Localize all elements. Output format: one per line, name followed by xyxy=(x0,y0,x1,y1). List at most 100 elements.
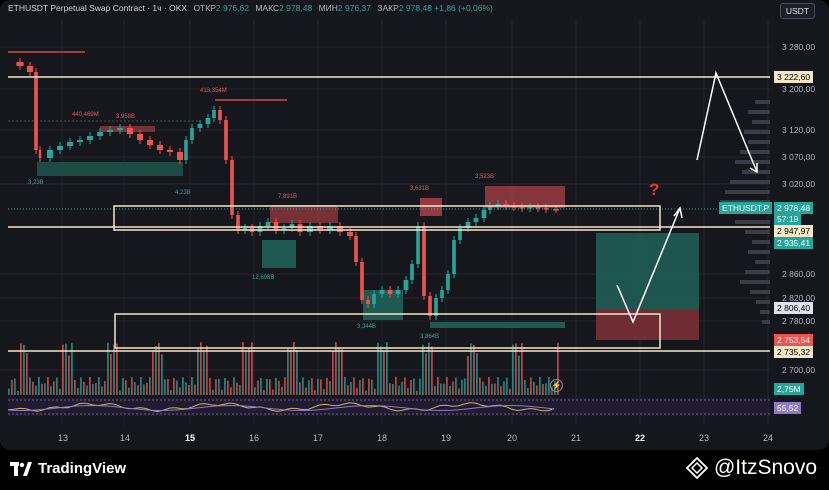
volume-bar xyxy=(194,384,196,395)
volume-bar xyxy=(530,377,532,395)
volume-bar xyxy=(299,382,301,395)
supply-zone-3 xyxy=(485,186,565,208)
close-value: 2 978,48 xyxy=(398,3,432,13)
candle xyxy=(197,124,203,128)
y-tick: 2 860,00 xyxy=(782,269,816,279)
candle xyxy=(212,110,216,118)
volume-bar xyxy=(536,385,538,395)
volume-bar xyxy=(326,377,328,395)
volume-bar xyxy=(356,387,358,395)
level-top-label: 3 222,60 xyxy=(774,71,814,83)
candle xyxy=(410,264,414,280)
candle xyxy=(465,222,471,228)
volume-bar xyxy=(518,355,520,395)
volume-bar xyxy=(503,381,505,395)
currency-button[interactable]: USDT xyxy=(779,3,815,19)
resistance-range-box[interactable] xyxy=(113,205,661,231)
volume-bar xyxy=(68,355,70,395)
y-tick: 2 820,00 xyxy=(782,293,816,303)
volume-annotation: 3,523B xyxy=(475,174,495,180)
candle xyxy=(34,72,38,150)
volume-bar xyxy=(434,386,436,395)
candle xyxy=(428,296,432,316)
volume-annotation: 413,354M xyxy=(200,88,227,94)
volume-bar xyxy=(275,377,277,395)
volume-bar xyxy=(215,379,217,395)
x-tick: 15 xyxy=(185,433,196,443)
candle xyxy=(57,146,63,150)
candle xyxy=(416,226,420,264)
volume-bar xyxy=(221,389,223,395)
footer: TradingView @ItzSnovo xyxy=(0,450,829,490)
candles xyxy=(16,58,559,320)
volume-bar xyxy=(86,385,88,395)
volume-bar xyxy=(131,377,133,395)
volume-bar xyxy=(32,381,34,395)
candle xyxy=(535,207,541,209)
candle xyxy=(107,130,113,132)
volume-bar xyxy=(185,382,187,395)
volume-annotation: 3,864B xyxy=(420,334,440,340)
price-chart[interactable] xyxy=(0,0,829,450)
candle xyxy=(527,207,533,209)
chart-panel[interactable]: ETHUSDT Perpetual Swap Contract · 1ч · O… xyxy=(0,0,829,450)
volume-bar xyxy=(257,380,259,395)
volume-annotation: 440,469M xyxy=(72,112,99,118)
volume-bar xyxy=(458,388,460,395)
volume-bar xyxy=(80,377,82,395)
candle xyxy=(218,110,222,120)
volume-bar xyxy=(344,377,346,395)
volume-bar xyxy=(254,387,256,395)
volume-bar xyxy=(431,346,433,395)
candle xyxy=(503,204,509,206)
symbol-title[interactable]: ETHUSDT Perpetual Swap Contract · 1ч · O… xyxy=(8,3,188,13)
tradingview-brand[interactable]: TradingView xyxy=(10,460,126,477)
volume-bar xyxy=(341,349,343,395)
high-label: МАКС xyxy=(255,3,280,13)
volume-annotation: 3,631B xyxy=(410,186,430,192)
level-mid-label: 2 947,97 xyxy=(774,225,814,237)
volume-bar xyxy=(197,347,199,395)
candle xyxy=(452,240,456,274)
volume-bar xyxy=(422,344,424,395)
volume-annotation: 3,958B xyxy=(116,114,136,120)
position-stop-loss[interactable] xyxy=(596,310,699,340)
volume-bar xyxy=(419,378,421,395)
volume-bar xyxy=(203,352,205,395)
y-tick: 2 700,00 xyxy=(782,365,816,375)
volume-bar xyxy=(122,378,124,395)
candle xyxy=(488,206,492,210)
volume-bar xyxy=(50,386,52,395)
x-tick: 19 xyxy=(441,433,452,443)
x-tick: 14 xyxy=(120,433,131,443)
volume-bar xyxy=(329,381,331,395)
volume-bar xyxy=(200,342,202,395)
candle xyxy=(167,150,173,152)
demand-zone-1 xyxy=(37,162,183,176)
demand-zone-2 xyxy=(262,240,296,268)
volume-bar xyxy=(245,349,247,395)
position-take-profit[interactable] xyxy=(596,233,699,310)
volume-bar xyxy=(404,377,406,395)
candle xyxy=(177,152,183,160)
volume-bar xyxy=(557,342,559,395)
volume-bar xyxy=(353,377,355,395)
volume-bar xyxy=(62,344,64,395)
low-value: 2 976,37 xyxy=(337,3,371,13)
volume-bar xyxy=(290,349,292,395)
volume-bar xyxy=(323,389,325,395)
volume-bar xyxy=(176,380,178,395)
candle xyxy=(297,224,303,232)
volume-bar xyxy=(152,351,154,395)
candle xyxy=(347,232,353,236)
open-value: 2 976,62 xyxy=(215,3,249,13)
volume-bar xyxy=(473,344,475,395)
volume-bar xyxy=(437,377,439,395)
volume-bar xyxy=(371,379,373,395)
lightning-icon[interactable]: ⚡ xyxy=(550,379,563,392)
volume-bar xyxy=(515,343,517,395)
support-range-box[interactable] xyxy=(114,313,661,349)
volume-bar xyxy=(482,381,484,395)
volume-bar xyxy=(281,386,283,395)
candle xyxy=(458,228,462,240)
